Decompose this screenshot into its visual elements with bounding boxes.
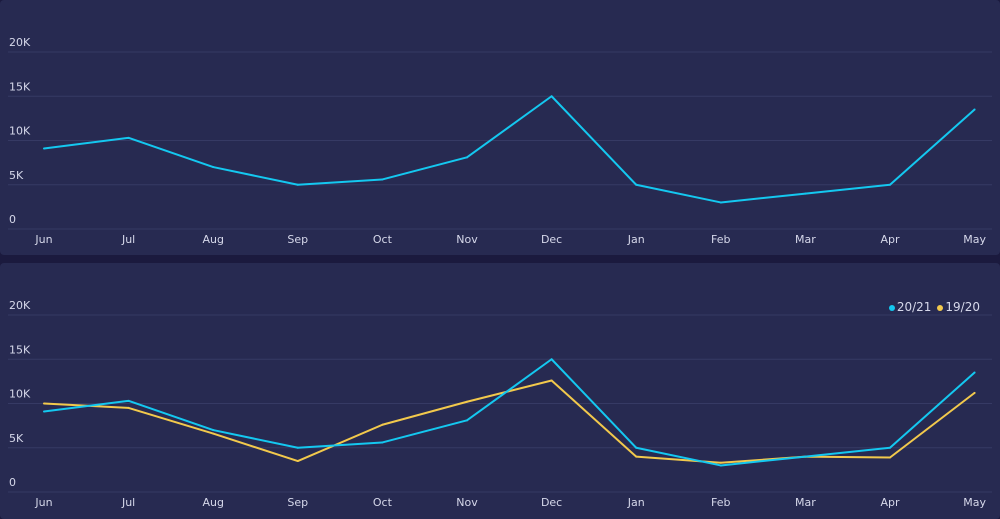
legend-label: 20/21 [896, 300, 932, 314]
data-point[interactable] [43, 402, 45, 405]
y-tick-label: 15K [9, 343, 31, 356]
y-tick-label: 0 [9, 476, 16, 489]
legend-item-19-20[interactable]: 19/20 [937, 300, 980, 314]
x-tick-label: Nov [456, 233, 478, 246]
data-point[interactable] [550, 358, 553, 361]
data-point[interactable] [635, 446, 638, 449]
x-tick-label: Nov [456, 496, 478, 509]
x-tick-label: May [963, 496, 986, 509]
series-line [43, 379, 976, 464]
y-tick-label: 0 [9, 213, 16, 226]
data-point[interactable] [296, 460, 299, 463]
x-tick-label: Jul [121, 233, 135, 246]
y-tick-label: 10K [9, 125, 31, 138]
x-tick-label: Sep [287, 496, 308, 509]
data-point[interactable] [466, 156, 468, 159]
data-point[interactable] [804, 455, 807, 458]
x-tick-label: Dec [541, 233, 562, 246]
data-point[interactable] [381, 178, 384, 181]
x-tick-label: Feb [711, 233, 730, 246]
legend-item-20-21[interactable]: 20/21 [888, 300, 932, 314]
data-point[interactable] [127, 406, 130, 409]
y-tick-label: 5K [9, 432, 24, 445]
x-tick-label: Feb [711, 496, 730, 509]
data-point[interactable] [127, 399, 130, 402]
x-tick-label: Mar [795, 233, 816, 246]
y-tick-label: 15K [9, 80, 31, 93]
x-tick-label: Mar [795, 496, 816, 509]
series-line [43, 358, 976, 467]
x-tick-label: Aug [202, 233, 223, 246]
legend-label: 19/20 [945, 300, 980, 314]
chart-panel-top: 0 5K 10K 15K 20K Jun Jul Aug Sep Oct Nov Dec Jan Feb M… [0, 0, 1000, 255]
data-point[interactable] [635, 183, 638, 186]
x-tick-label: Jun [34, 496, 52, 509]
data-point[interactable] [973, 371, 976, 374]
y-tick-label: 10K [9, 388, 31, 401]
data-point[interactable] [381, 423, 384, 426]
data-point[interactable] [212, 166, 215, 169]
data-point[interactable] [127, 136, 130, 139]
data-point[interactable] [973, 108, 976, 111]
data-point[interactable] [973, 391, 976, 394]
x-tick-label: Apr [880, 233, 900, 246]
data-point[interactable] [43, 410, 45, 413]
data-point[interactable] [804, 192, 807, 195]
legend-dot-icon [888, 305, 895, 311]
x-tick-label: Dec [541, 496, 562, 509]
y-tick-label: 20K [9, 36, 31, 49]
data-point[interactable] [550, 95, 553, 98]
data-point[interactable] [719, 461, 722, 464]
series-line [43, 95, 976, 204]
x-tick-label: Oct [373, 233, 393, 246]
x-tick-label: Oct [373, 496, 393, 509]
data-point[interactable] [212, 429, 215, 432]
x-tick-label: Aug [202, 496, 223, 509]
data-point[interactable] [296, 446, 299, 449]
x-tick-label: Jan [627, 233, 645, 246]
data-point[interactable] [889, 446, 891, 449]
data-point[interactable] [43, 147, 45, 150]
y-tick-label: 20K [9, 299, 31, 312]
data-point[interactable] [212, 432, 215, 435]
y-tick-label: 5K [9, 169, 24, 182]
data-point[interactable] [381, 441, 384, 444]
data-point[interactable] [719, 464, 722, 467]
data-point[interactable] [635, 455, 638, 458]
line-chart-bottom: 0 5K 10K 15K 20K Jun Jul Aug Sep Oct Nov Dec Jan Feb M… [8, 299, 992, 509]
line-chart-top: 0 5K 10K 15K 20K Jun Jul Aug Sep Oct Nov Dec Jan Feb M… [8, 36, 992, 246]
legend-dot-icon [937, 305, 944, 311]
x-tick-label: Apr [880, 496, 900, 509]
x-tick-label: Jan [627, 496, 645, 509]
data-point[interactable] [466, 400, 468, 403]
data-point[interactable] [889, 183, 891, 186]
chart-panel-bottom: 0 5K 10K 15K 20K Jun Jul Aug Sep Oct Nov Dec Jan Feb M… [0, 263, 1000, 519]
data-point[interactable] [296, 183, 299, 186]
x-tick-label: May [963, 233, 986, 246]
data-point[interactable] [719, 201, 722, 204]
x-tick-label: Sep [287, 233, 308, 246]
x-tick-label: Jul [121, 496, 135, 509]
data-point[interactable] [889, 456, 891, 459]
data-point[interactable] [466, 419, 468, 422]
data-point[interactable] [550, 379, 553, 382]
legend: 20/21 19/20 [888, 300, 980, 314]
x-tick-label: Jun [34, 233, 52, 246]
